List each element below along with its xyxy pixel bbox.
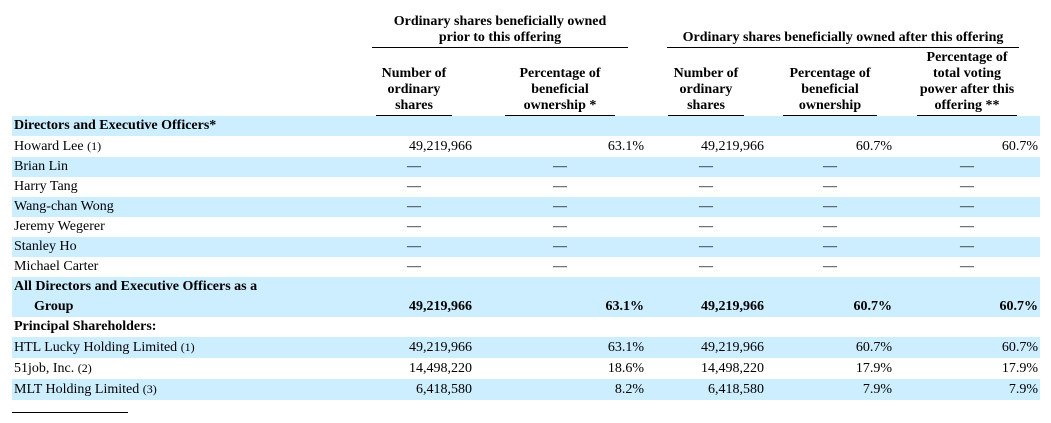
num-prior: — <box>407 179 421 194</box>
num-prior: 49,219,966 <box>409 139 472 154</box>
pct-after: 7.9% <box>766 379 894 400</box>
table-row: 51job, Inc. (2) 14,498,220 18.6% 14,498,… <box>12 358 1040 379</box>
table-row: Howard Lee (1) 49,219,966 63.1% 49,219,9… <box>12 136 1040 157</box>
col-header-num-after: Number of ordinary shares <box>646 48 766 116</box>
num-after: 49,219,966 <box>701 139 764 154</box>
footnote-separator <box>12 412 128 413</box>
table-row: Wang-chan Wong — — — — — <box>12 197 1041 217</box>
table-row: HTL Lucky Holding Limited (1) 49,219,966… <box>12 337 1041 358</box>
pct-prior: 63.1% <box>474 337 646 358</box>
num-prior: — <box>407 259 421 274</box>
pct-after: — <box>823 179 837 194</box>
num-prior: — <box>354 157 474 177</box>
num-after: — <box>646 197 766 217</box>
num-prior: — <box>354 197 474 217</box>
voting-after: — <box>960 259 975 274</box>
voting-after: 60.7% <box>894 297 1041 317</box>
footnote-ref: (2) <box>77 361 92 375</box>
section-directors-row: Directors and Executive Officers* <box>12 116 1041 136</box>
num-after: — <box>699 179 713 194</box>
holder-name: Stanley Ho <box>12 237 354 257</box>
num-after: — <box>699 259 713 274</box>
footnote-ref: (3) <box>142 382 157 396</box>
section-directors-label: Directors and Executive Officers* <box>12 116 354 136</box>
group-total-row: Group 49,219,966 63.1% 49,219,966 60.7% … <box>12 297 1041 317</box>
num-after: — <box>699 219 713 234</box>
pct-prior: 8.2% <box>474 379 646 400</box>
num-after: 14,498,220 <box>701 361 764 376</box>
pct-prior: — <box>553 219 567 234</box>
pct-prior: — <box>553 259 567 274</box>
num-prior: 6,418,580 <box>354 379 474 400</box>
table-row: Stanley Ho — — — — — <box>12 237 1041 257</box>
section-principal-row: Principal Shareholders: <box>12 317 1040 337</box>
pct-prior: 18.6% <box>607 361 644 376</box>
pct-prior: — <box>474 197 646 217</box>
pct-prior: — <box>474 237 646 257</box>
voting-after: 60.7% <box>894 337 1041 358</box>
group-header-prior: Ordinary shares beneficially owned prior… <box>354 14 646 48</box>
pct-after: — <box>766 197 894 217</box>
pct-prior: 63.1% <box>474 297 646 317</box>
pct-after: 60.7% <box>855 139 892 154</box>
table-row: MLT Holding Limited (3) 6,418,580 8.2% 6… <box>12 379 1041 400</box>
pct-after: 60.7% <box>766 297 894 317</box>
num-after: 49,219,966 <box>646 297 766 317</box>
num-after: 49,219,966 <box>646 337 766 358</box>
holder-name: Michael Carter <box>14 259 99 274</box>
footnote-ref: (1) <box>180 340 195 354</box>
pct-after: — <box>766 157 894 177</box>
holder-name: Harry Tang <box>14 179 78 194</box>
voting-after: 17.9% <box>1001 361 1039 376</box>
num-prior: 49,219,966 <box>354 337 474 358</box>
table-row: Jeremy Wegerer — — — — — <box>12 217 1040 237</box>
pct-after: 17.9% <box>855 361 892 376</box>
holder-name: MLT Holding Limited <box>14 382 140 397</box>
holder-name: Howard Lee <box>14 139 84 154</box>
table-row: Harry Tang — — — — — <box>12 177 1040 197</box>
pct-after: — <box>766 237 894 257</box>
col-header-num-prior: Number of ordinary shares <box>354 48 474 116</box>
col-header-pct-after: Percentage of beneficial ownership <box>766 48 894 116</box>
holder-name: HTL Lucky Holding Limited <box>14 340 178 355</box>
voting-after: — <box>894 197 1041 217</box>
voting-after: — <box>960 219 975 234</box>
ownership-table-container: Ordinary shares beneficially owned prior… <box>12 14 1041 400</box>
holder-name: Brian Lin <box>12 157 354 177</box>
voting-after: — <box>894 157 1041 177</box>
num-prior: — <box>354 237 474 257</box>
num-after: — <box>646 157 766 177</box>
pct-prior: — <box>474 157 646 177</box>
group-total-label-line2: Group <box>12 297 354 317</box>
header-column-row: Number of ordinary shares Percentage of … <box>12 48 1040 116</box>
table-row: Michael Carter — — — — — <box>12 257 1040 277</box>
holder-name: Jeremy Wegerer <box>14 219 105 234</box>
pct-prior: — <box>553 179 567 194</box>
col-header-voting: Percentage of total voting power after t… <box>894 48 1040 116</box>
num-prior: — <box>407 219 421 234</box>
voting-after: — <box>894 237 1041 257</box>
holder-name: Wang-chan Wong <box>12 197 354 217</box>
group-total-row-line1: All Directors and Executive Officers as … <box>12 277 1041 297</box>
num-after: 6,418,580 <box>646 379 766 400</box>
group-header-after: Ordinary shares beneficially owned after… <box>646 14 1040 48</box>
voting-after: 60.7% <box>1001 139 1039 154</box>
section-principal-label: Principal Shareholders: <box>14 319 157 334</box>
header-group-row: Ordinary shares beneficially owned prior… <box>12 14 1040 48</box>
footnote-ref: (1) <box>87 139 102 153</box>
group-total-label-line1: All Directors and Executive Officers as … <box>12 277 354 297</box>
voting-after: 7.9% <box>894 379 1041 400</box>
holder-name: 51job, Inc. <box>14 361 75 376</box>
num-after: — <box>646 237 766 257</box>
voting-after: — <box>960 179 975 194</box>
pct-prior: 63.1% <box>607 139 644 154</box>
col-header-pct-prior: Percentage of beneficial ownership * <box>474 48 646 116</box>
pct-after: — <box>823 259 837 274</box>
pct-after: 60.7% <box>766 337 894 358</box>
beneficial-ownership-table: Ordinary shares beneficially owned prior… <box>12 14 1041 400</box>
pct-after: — <box>823 219 837 234</box>
num-prior: 49,219,966 <box>354 297 474 317</box>
num-prior: 14,498,220 <box>409 361 472 376</box>
table-row: Brian Lin — — — — — <box>12 157 1041 177</box>
